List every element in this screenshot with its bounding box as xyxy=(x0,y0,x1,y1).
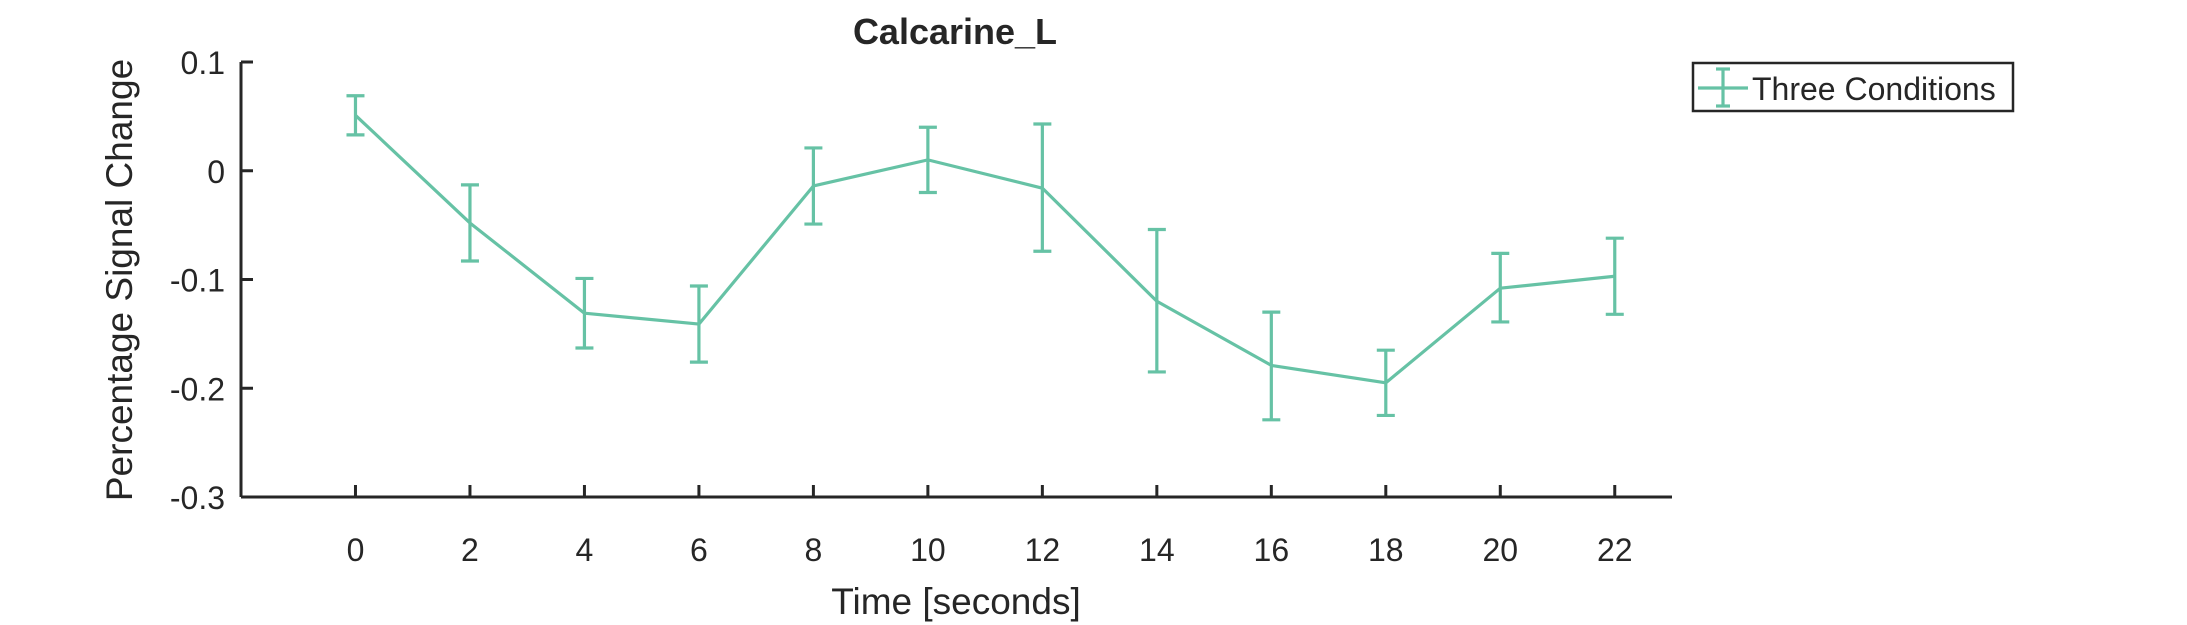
y-tick-label: -0.1 xyxy=(170,263,225,299)
x-tick-label: 22 xyxy=(1597,532,1633,568)
error-bar xyxy=(575,276,594,350)
x-tick-label: 6 xyxy=(690,532,708,568)
legend-entry-label: Three Conditions xyxy=(1752,71,1996,107)
y-ticks: 0.1 0 -0.1 -0.2 -0.3 xyxy=(170,45,253,516)
chart-title: Calcarine_L xyxy=(853,11,1057,52)
x-tick-label: 2 xyxy=(461,532,479,568)
plot-area: 0.1 0 -0.1 -0.2 -0.3 0 2 4 6 8 10 12 14 16 18 20 22 xyxy=(170,45,1672,568)
x-tick-label: 18 xyxy=(1368,532,1404,568)
y-tick-label: 0 xyxy=(207,154,225,190)
y-tick-label: -0.3 xyxy=(170,480,225,516)
error-bar xyxy=(1376,348,1395,418)
error-bar xyxy=(460,183,479,263)
y-tick-label: 0.1 xyxy=(181,45,225,81)
x-tick-label: 4 xyxy=(576,532,594,568)
y-axis-label: Percentage Signal Change xyxy=(99,59,140,501)
legend: Three Conditions xyxy=(1691,61,2015,113)
x-tick-label: 0 xyxy=(347,532,365,568)
x-tick-label: 12 xyxy=(1025,532,1061,568)
x-tick-label: 14 xyxy=(1139,532,1175,568)
x-ticks: 0 2 4 6 8 10 12 14 16 18 20 22 xyxy=(347,485,1633,568)
error-bar xyxy=(918,125,937,195)
x-tick-label: 20 xyxy=(1482,532,1518,568)
legend-series-symbol xyxy=(1698,67,1748,108)
error-bar xyxy=(804,146,823,226)
error-bar xyxy=(689,284,708,364)
error-bar xyxy=(1147,227,1166,374)
error-bar xyxy=(1605,236,1624,316)
series-layer xyxy=(346,94,1624,422)
error-bar xyxy=(1491,251,1510,324)
series-line xyxy=(354,114,1615,385)
x-tick-label: 10 xyxy=(910,532,946,568)
error-bar xyxy=(1262,310,1281,422)
error-bar xyxy=(346,94,365,137)
x-axis-label: Time [seconds] xyxy=(831,581,1081,622)
y-tick-label: -0.2 xyxy=(170,371,225,407)
x-tick-label: 16 xyxy=(1254,532,1290,568)
error-bar xyxy=(1033,122,1052,253)
x-tick-label: 8 xyxy=(805,532,823,568)
